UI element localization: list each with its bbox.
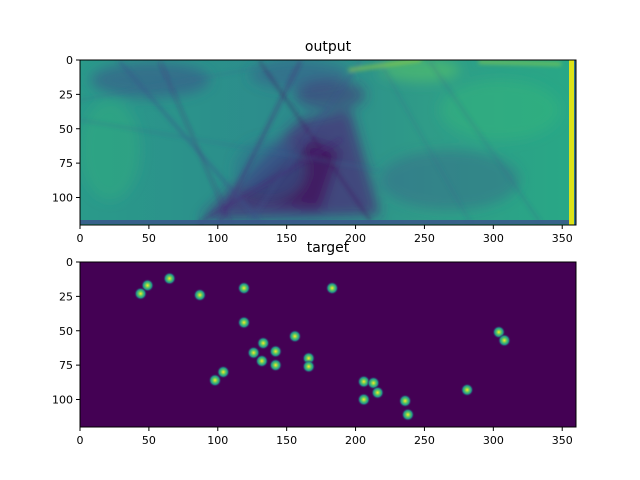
target-ytick-label: 0 bbox=[66, 256, 73, 269]
target-point bbox=[460, 383, 474, 397]
output-xtick-label: 0 bbox=[77, 232, 84, 245]
target-point bbox=[237, 316, 251, 329]
target-point bbox=[269, 358, 283, 372]
target-ytick-label: 50 bbox=[59, 325, 73, 338]
output-xtick-label: 250 bbox=[414, 232, 435, 245]
target-xtick-label: 250 bbox=[414, 434, 435, 447]
target-ytick-label: 25 bbox=[59, 290, 73, 303]
target-point bbox=[247, 346, 261, 360]
target-xtick-label: 50 bbox=[142, 434, 156, 447]
output-xtick-label: 350 bbox=[552, 232, 573, 245]
target-heatmap bbox=[80, 262, 576, 427]
output-frame bbox=[79, 59, 577, 226]
output-heatmap bbox=[80, 60, 576, 225]
target-point bbox=[497, 333, 511, 347]
target-point bbox=[269, 344, 283, 358]
target-point bbox=[134, 287, 148, 301]
target-xtick-label: 300 bbox=[483, 434, 504, 447]
target-axes: target 0 50 100 150 200 250 300 350 0 25 50 75 100 bbox=[52, 240, 577, 447]
target-xtick-label: 0 bbox=[77, 434, 84, 447]
output-xtick-label: 50 bbox=[142, 232, 156, 245]
output-axes: output bbox=[52, 39, 577, 245]
target-point bbox=[325, 281, 339, 295]
target-point bbox=[357, 393, 371, 406]
target-ytick-label: 100 bbox=[52, 394, 73, 407]
target-point bbox=[237, 281, 251, 295]
output-ticks: 0 50 100 150 200 250 300 350 0 25 50 75 100 bbox=[52, 54, 573, 245]
output-xtick-label: 150 bbox=[276, 232, 297, 245]
target-ticks: 0 50 100 150 200 250 300 350 0 25 50 75 100 bbox=[52, 256, 573, 447]
target-points bbox=[134, 272, 511, 422]
output-ytick-label: 75 bbox=[59, 157, 73, 170]
target-title: target bbox=[307, 240, 350, 256]
target-frame bbox=[79, 261, 577, 428]
target-point bbox=[255, 354, 269, 368]
target-xtick-label: 350 bbox=[552, 434, 573, 447]
target-point bbox=[256, 336, 270, 350]
output-xtick-label: 100 bbox=[207, 232, 228, 245]
output-title: output bbox=[305, 39, 352, 55]
target-point bbox=[401, 408, 415, 422]
output-xtick-label: 200 bbox=[345, 232, 366, 245]
target-xtick-label: 200 bbox=[345, 434, 366, 447]
target-xtick-label: 100 bbox=[207, 434, 228, 447]
target-point bbox=[302, 360, 316, 373]
target-point bbox=[357, 375, 371, 389]
output-ytick-label: 25 bbox=[59, 88, 73, 101]
target-point bbox=[163, 272, 177, 285]
target-point bbox=[193, 288, 207, 302]
target-point bbox=[398, 394, 412, 408]
output-ytick-label: 0 bbox=[66, 54, 73, 67]
output-ytick-label: 100 bbox=[52, 192, 73, 205]
target-ytick-label: 75 bbox=[59, 359, 73, 372]
target-point bbox=[371, 386, 385, 400]
target-point bbox=[288, 329, 302, 343]
output-xtick-label: 300 bbox=[483, 232, 504, 245]
target-point bbox=[208, 373, 222, 387]
target-xtick-label: 150 bbox=[276, 434, 297, 447]
output-ytick-label: 50 bbox=[59, 123, 73, 136]
target-point bbox=[216, 365, 230, 379]
